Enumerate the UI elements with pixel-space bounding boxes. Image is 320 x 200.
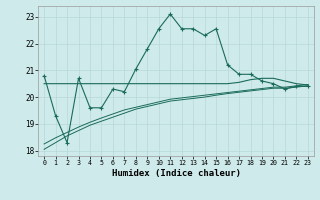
X-axis label: Humidex (Indice chaleur): Humidex (Indice chaleur)	[111, 169, 241, 178]
